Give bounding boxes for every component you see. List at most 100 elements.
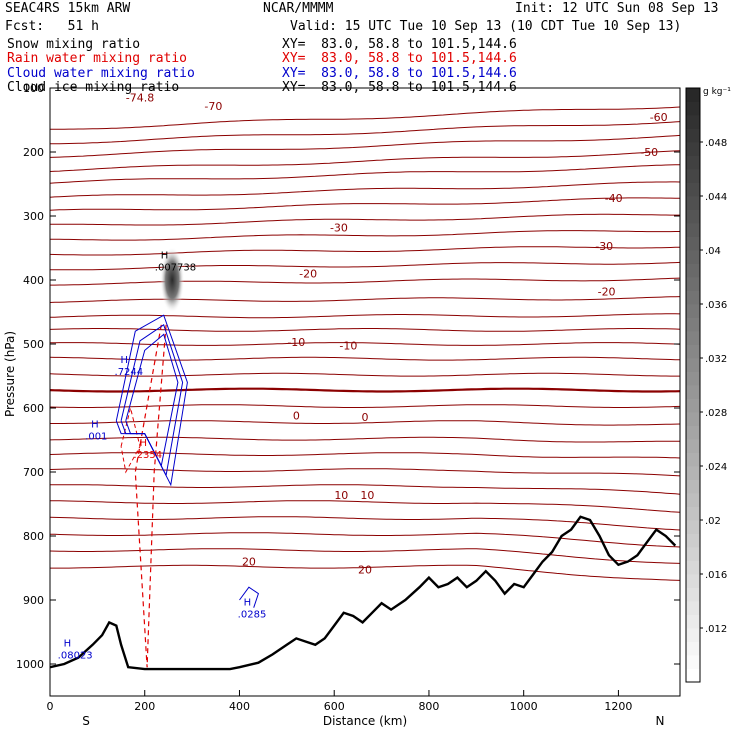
isotherm-line xyxy=(49,404,681,408)
isotherm-line xyxy=(49,342,681,346)
colorbar-border xyxy=(685,87,701,683)
isotherm-line xyxy=(50,420,681,426)
isotherm-label: -20 xyxy=(299,268,317,281)
colorbar-swatch xyxy=(686,439,700,453)
isotherm-line xyxy=(49,181,681,198)
forecast-hour: Fcst: 51 h xyxy=(5,19,99,34)
isotherm-label: -30 xyxy=(595,240,613,253)
x-tick-label: 200 xyxy=(134,700,155,713)
y-tick-label: 900 xyxy=(23,594,44,607)
isotherm-line xyxy=(49,150,681,172)
colorbar-swatch xyxy=(686,520,700,534)
isotherm-line xyxy=(49,246,681,256)
x-tick-label: 0 xyxy=(47,700,54,713)
cloud-ice-shading xyxy=(160,247,185,313)
max-value-label: .08023 xyxy=(58,650,93,661)
isotherm-line xyxy=(49,134,681,158)
init-time: Init: 12 UTC Sun 08 Sep 13 xyxy=(515,1,719,16)
colorbar-swatch xyxy=(686,358,700,372)
x-tick-label: 600 xyxy=(324,700,345,713)
isotherm-line xyxy=(49,328,681,332)
org-name: NCAR/MMMM xyxy=(263,1,334,16)
plot-frame xyxy=(49,87,681,697)
isotherm-label: 0 xyxy=(362,411,369,424)
isotherm-line xyxy=(49,516,681,531)
isotherm-label: -10 xyxy=(339,339,357,352)
isotherm-line xyxy=(50,230,680,241)
colorbar-swatch xyxy=(686,641,700,656)
y-tick-label: 600 xyxy=(23,402,44,415)
colorbar-tick-label: .036 xyxy=(705,300,727,311)
colorbar-swatch xyxy=(686,547,700,561)
isotherm-line xyxy=(50,484,681,495)
isotherm-label: 10 xyxy=(360,489,374,502)
x-tick-label: 1000 xyxy=(510,700,538,713)
isotherm-line xyxy=(50,261,681,271)
colorbar-swatch xyxy=(686,142,700,156)
isotherm-line xyxy=(49,468,681,477)
isotherm-line xyxy=(49,387,681,393)
y-axis-label: Pressure (hPa) xyxy=(3,331,17,417)
colorbar-swatch xyxy=(686,169,700,183)
isotherm-line xyxy=(49,548,681,564)
colorbar-swatch xyxy=(686,385,700,399)
isotherm-label: 0 xyxy=(293,410,300,423)
isotherm-line xyxy=(49,532,681,548)
colorbar-tick-label: .012 xyxy=(705,624,727,635)
colorbar-swatch xyxy=(686,668,700,683)
y-tick-label: 300 xyxy=(23,210,44,223)
colorbar-swatch xyxy=(686,101,700,116)
isotherm-line xyxy=(50,500,681,513)
y-tick-label: 800 xyxy=(23,530,44,543)
colorbar-swatch xyxy=(686,250,700,264)
max-value-label: .7244 xyxy=(115,367,144,378)
cloud-water-contour xyxy=(115,314,188,487)
model-name: SEAC4RS 15km ARW xyxy=(5,1,131,16)
colorbar-swatch xyxy=(686,425,700,440)
colorbar-swatch xyxy=(686,196,700,210)
colorbar-swatch xyxy=(686,128,700,143)
colorbar-swatch xyxy=(686,155,700,170)
colorbar-swatch xyxy=(686,290,700,305)
colorbar-swatch xyxy=(686,344,700,359)
valid-time: Valid: 15 UTC Tue 10 Sep 13 (10 CDT Tue … xyxy=(290,19,682,34)
field-rain-xy: XY= 83.0, 58.8 to 101.5,144.6 xyxy=(282,51,517,66)
colorbar-swatch xyxy=(686,479,700,494)
colorbar-swatch xyxy=(686,115,700,129)
isotherm-line xyxy=(49,197,681,211)
colorbar-swatch xyxy=(686,331,700,345)
isotherm-label: -74.8 xyxy=(126,92,154,105)
y-tick-label: 1000 xyxy=(16,658,44,671)
isotherm-label: -20 xyxy=(598,286,616,299)
colorbar-swatch xyxy=(686,223,700,237)
max-marker: H xyxy=(161,250,169,261)
x-axis-south-label: S xyxy=(82,714,90,728)
terrain-line xyxy=(49,515,677,671)
max-value-label: .0285 xyxy=(238,609,267,620)
field-cloud-water-xy: XY= 83.0, 58.8 to 101.5,144.6 xyxy=(282,66,517,81)
max-value-label: .007738 xyxy=(155,262,196,273)
colorbar-swatch xyxy=(686,466,700,480)
colorbar-swatch xyxy=(686,304,700,318)
temperature-label-layer: -74.8 -70 -60 -50 -40 -30 -30 -20 -20 -10 -10 0 0 10 1… xyxy=(126,92,668,577)
colorbar-swatch xyxy=(686,412,700,426)
cloud-water-contour xyxy=(125,333,179,468)
isotherm-line xyxy=(49,164,681,184)
colorbar-tick-label: .04 xyxy=(705,246,721,257)
max-marker: H xyxy=(64,638,72,649)
isotherm-layer xyxy=(49,106,681,581)
isotherm-line xyxy=(49,372,680,377)
colorbar-swatch xyxy=(686,398,700,413)
x-axis-label: Distance (km) xyxy=(323,714,407,728)
colorbar-swatch xyxy=(686,371,700,386)
colorbar-swatch xyxy=(686,317,700,332)
colorbar-tick-label: .016 xyxy=(705,570,727,581)
colorbar-tick-label: .044 xyxy=(705,192,727,203)
isotherm-label: 20 xyxy=(242,556,256,569)
colorbar-swatch xyxy=(686,493,700,507)
max-marker: H xyxy=(121,355,129,366)
colorbar-tick-label: .024 xyxy=(705,462,727,473)
isotherm-label: -10 xyxy=(287,336,305,349)
